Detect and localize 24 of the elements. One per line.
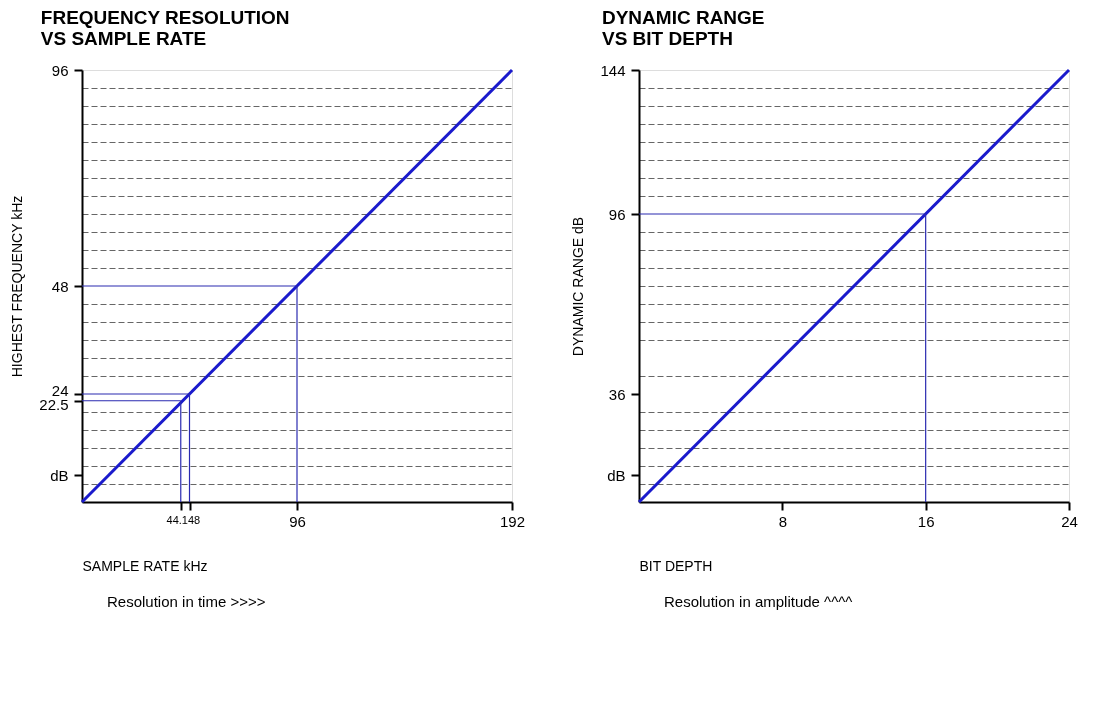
x-tick-label: 96 [289,512,306,530]
chart-title: DYNAMIC RANGE VS BIT DEPTH [601,7,765,49]
y-axis-title: DYNAMIC RANGE dB [570,216,587,357]
x-tick-label: 48 [187,513,201,526]
y-tick-label: 144 [600,61,626,79]
y-tick-label: 96 [51,61,69,79]
x-tick-label: 24 [1061,512,1078,530]
y-axis-title: HIGHEST FREQUENCY kHz [9,195,26,378]
text: Resolution in amplitude ^^^^ [664,593,853,610]
y-tick-label: 36 [608,385,626,403]
x-tick-label: 16 [917,512,935,530]
x-axis-title: SAMPLE RATE kHz [82,557,208,574]
y-tick-label: 24 [51,381,69,399]
y-tick-label: 22.5 [39,396,69,414]
y-tick-label: 96 [608,205,626,223]
y-tick-label: 48 [51,277,69,295]
x-tick-label: 8 [778,512,788,530]
x-tick-label: 192 [499,512,526,530]
chart-title: FREQUENCY RESOLUTION VS SAMPLE RATE [40,7,290,49]
text: Resolution in time >>>> [107,593,266,610]
x-axis-title: BIT DEPTH [639,557,713,574]
y-tick-label: dB [607,466,626,484]
x-tick-label: 44.1 [166,513,188,526]
y-tick-label: dB [50,466,69,484]
